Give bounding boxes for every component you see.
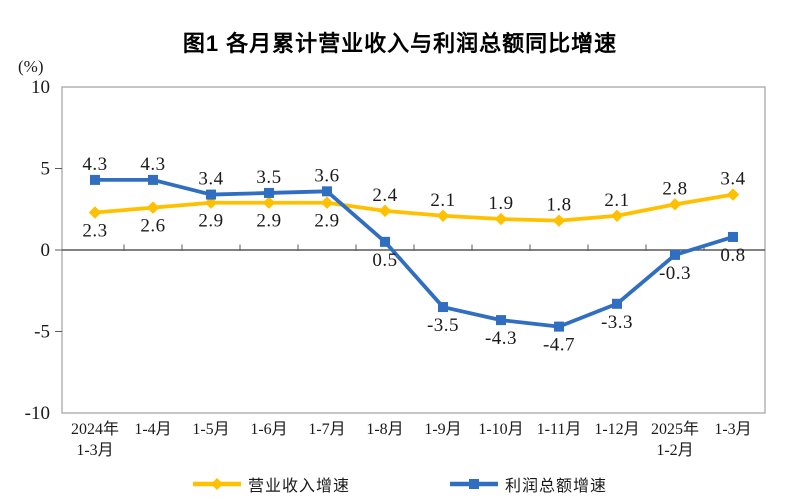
marker-square xyxy=(670,249,680,260)
data-label: 2.1 xyxy=(430,190,455,211)
data-label: -3.3 xyxy=(601,312,633,333)
data-label: 3.5 xyxy=(256,167,281,188)
data-label: 2.4 xyxy=(372,185,397,206)
y-axis-unit-label: (%) xyxy=(18,57,44,76)
data-label: -4.3 xyxy=(485,328,517,349)
data-label: 0.8 xyxy=(720,245,745,266)
marker-diamond xyxy=(146,201,160,214)
data-label: -4.7 xyxy=(543,335,575,356)
data-label: 2.6 xyxy=(140,216,165,237)
marker-square xyxy=(554,321,564,332)
x-axis-label: 2025年 1-2月 xyxy=(650,421,699,459)
series-line-diamond xyxy=(93,192,735,223)
x-axis-label: 1-7月 xyxy=(308,421,346,438)
series-line-square xyxy=(93,178,735,329)
data-label: 3.4 xyxy=(720,169,745,190)
data-label: 3.6 xyxy=(314,165,339,186)
marker-square xyxy=(380,236,390,247)
marker-diamond xyxy=(262,196,276,209)
chart-title: 图1 各月累计营业收入与利润总额同比增速 xyxy=(182,31,618,56)
data-label: -3.5 xyxy=(427,315,459,336)
marker-square xyxy=(90,174,100,185)
x-axis-label: 1-8月 xyxy=(366,421,404,438)
data-label: 1.8 xyxy=(546,195,571,216)
x-axis-label: 1-6月 xyxy=(250,421,288,438)
marker-diamond xyxy=(436,209,450,222)
marker-diamond xyxy=(378,204,392,218)
x-axis-label: 2024年 1-3月 xyxy=(70,421,119,459)
y-tick-label: -5 xyxy=(34,322,50,343)
x-axis-label: 1-12月 xyxy=(594,421,640,438)
data-label: 2.8 xyxy=(662,178,687,199)
data-label: 2.1 xyxy=(604,190,629,211)
x-axis-label: 1-5月 xyxy=(192,421,230,438)
marker-square xyxy=(728,231,738,242)
marker-diamond xyxy=(610,209,624,222)
data-label: 2.9 xyxy=(198,211,223,232)
marker-diamond xyxy=(552,214,566,227)
marker-square xyxy=(206,189,216,200)
data-label: 4.3 xyxy=(140,154,165,175)
legend: 营业收入增速 利润总额增速 xyxy=(0,470,800,498)
data-label: -0.3 xyxy=(659,263,691,284)
data-label: 2.9 xyxy=(314,211,339,232)
marker-square xyxy=(264,187,274,198)
legend-item: 营业收入增速 xyxy=(192,472,350,496)
marker-square xyxy=(612,298,622,309)
marker-diamond xyxy=(668,198,682,211)
legend-item: 利润总额增速 xyxy=(450,472,607,496)
x-axis-label: 1-4月 xyxy=(134,421,172,438)
data-label: 0.5 xyxy=(372,250,397,271)
marker-diamond xyxy=(88,206,102,219)
data-label: 2.3 xyxy=(82,221,107,242)
data-label: 3.4 xyxy=(198,169,223,190)
y-tick-label: -10 xyxy=(25,403,50,424)
data-label: 1.9 xyxy=(488,193,513,214)
marker-diamond xyxy=(204,196,218,209)
data-label: 4.3 xyxy=(82,154,107,175)
legend-label: 营业收入增速 xyxy=(247,478,350,495)
y-tick-label: 5 xyxy=(41,159,51,180)
marker-square xyxy=(148,174,158,185)
x-axis-label: 1-9月 xyxy=(424,421,462,438)
x-axis-label: 1-10月 xyxy=(478,421,524,438)
data-label: 2.9 xyxy=(256,211,281,232)
marker-diamond xyxy=(320,196,334,209)
marker-square xyxy=(496,315,506,326)
legend-diamond-icon xyxy=(192,478,241,490)
x-axis-label: 1-3月 xyxy=(714,421,752,438)
y-tick-label: 10 xyxy=(31,77,50,98)
marker-diamond xyxy=(494,212,508,226)
legend-label: 利润总额增速 xyxy=(505,478,608,495)
marker-diamond xyxy=(726,188,740,201)
x-axis-label: 1-11月 xyxy=(536,421,582,438)
legend-square-icon xyxy=(450,479,498,489)
y-tick-label: 0 xyxy=(41,240,51,261)
marker-square xyxy=(322,186,332,197)
marker-square xyxy=(438,302,448,313)
